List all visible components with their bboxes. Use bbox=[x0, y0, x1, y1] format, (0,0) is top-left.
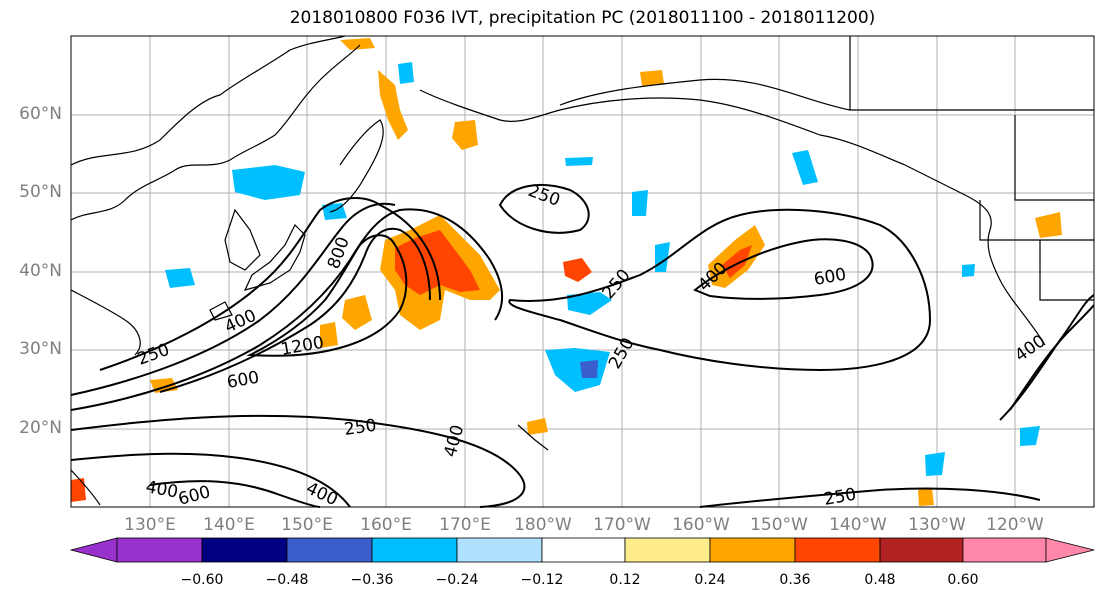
colorbar-tick-label: −0.24 bbox=[435, 572, 479, 588]
lon-label: 140°E bbox=[203, 515, 255, 535]
colorbar-upper-extend bbox=[1045, 537, 1095, 563]
lat-label: 40°N bbox=[19, 261, 62, 281]
lon-label: 150°W bbox=[750, 515, 808, 535]
lon-label: 170°W bbox=[593, 515, 651, 535]
coastlines bbox=[70, 35, 1094, 506]
colorbar-tick-label: −0.48 bbox=[265, 572, 309, 588]
colorbar-tick-label: −0.12 bbox=[520, 572, 564, 588]
lat-label: 60°N bbox=[19, 104, 62, 124]
ivt-contours bbox=[70, 184, 1095, 508]
colorbar-tick-label: 0.48 bbox=[864, 572, 896, 588]
lon-label: 160°E bbox=[360, 515, 412, 535]
colorbar-lower-extend bbox=[69, 537, 118, 563]
lon-label: 170°E bbox=[439, 515, 491, 535]
colorbar bbox=[69, 537, 1095, 563]
colorbar-tick-label: 0.60 bbox=[947, 572, 979, 588]
colorbar-tick-label: −0.60 bbox=[180, 572, 224, 588]
colorbar-tick-label: 0.12 bbox=[609, 572, 641, 588]
colorbar-tick-label: 0.36 bbox=[779, 572, 811, 588]
lon-label: 130°W bbox=[908, 515, 966, 535]
lon-label: 140°W bbox=[829, 515, 887, 535]
precip-negative-areas bbox=[165, 62, 1040, 476]
lon-label: 180°W bbox=[514, 515, 572, 535]
lon-label: 160°W bbox=[672, 515, 730, 535]
lat-label: 20°N bbox=[19, 418, 62, 438]
contour-label: 250 bbox=[343, 416, 378, 440]
colorbar-tick-label: −0.36 bbox=[350, 572, 394, 588]
lat-label: 50°N bbox=[19, 182, 62, 202]
colorbar-tick-label: 0.24 bbox=[694, 572, 726, 588]
lat-label: 30°N bbox=[19, 339, 62, 359]
lon-label: 120°W bbox=[986, 515, 1044, 535]
lon-label: 150°E bbox=[281, 515, 333, 535]
map-title: 2018010800 F036 IVT, precipitation PC (2… bbox=[289, 8, 876, 28]
lon-label: 130°E bbox=[124, 515, 176, 535]
